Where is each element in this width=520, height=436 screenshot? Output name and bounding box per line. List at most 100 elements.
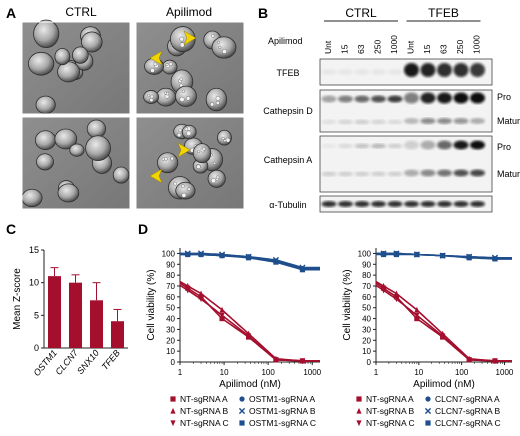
panel-a-title-apilimod: Apilimod [166, 5, 212, 19]
band-tubulin [470, 201, 485, 207]
cell [175, 85, 197, 107]
x-tick-label: 1 [178, 368, 183, 377]
data-point [414, 315, 420, 322]
vacuole [185, 96, 191, 101]
band-tubulin [321, 201, 337, 207]
cell [27, 51, 55, 76]
data-point [380, 282, 387, 289]
band-cathepsin-d-pro [404, 92, 419, 104]
micrograph-tile [21, 19, 131, 115]
arrowhead-vacuole-marker [149, 50, 163, 66]
data-point [466, 255, 472, 261]
legend-label: CLCN7-sgRNA B [435, 406, 501, 416]
vacuole [176, 132, 182, 138]
lane-label: Unt [406, 40, 416, 54]
data-point [273, 357, 279, 363]
vacuole [215, 96, 221, 101]
vacuole [215, 177, 219, 181]
panel-c-label: C [6, 221, 16, 237]
legend-clcn7: NT-sgRNA A CLCN7-sgRNA A NT-sgRNA B CLCN7-s… [356, 394, 501, 428]
cell [34, 130, 57, 151]
vacuole [184, 127, 189, 131]
band-cathepsin-a-pro [354, 143, 370, 149]
vacuole [179, 77, 183, 81]
band-cathepsin-a-pro [453, 140, 469, 150]
vacuole [210, 102, 215, 107]
series-line [375, 284, 512, 362]
vacuole [147, 94, 151, 97]
band-tfeb [387, 69, 403, 75]
y-tick-label: 0 [171, 358, 176, 367]
lane-label: 250 [373, 40, 383, 54]
legend-marker [356, 407, 362, 414]
vacuole [179, 96, 185, 102]
cell [81, 31, 103, 53]
panel-b-label: B [258, 5, 268, 21]
band-cathepsin-d-mature [338, 119, 353, 125]
y-tick-label: 40 [166, 315, 175, 324]
band-tubulin [338, 201, 353, 207]
x-tick-label: 100 [261, 368, 275, 377]
band-cathepsin-d-pro [470, 92, 485, 104]
bar [110, 321, 125, 348]
band-tubulin [437, 201, 452, 207]
x-tick-label: 1 [374, 368, 379, 377]
band-cathepsin-a-mature [354, 171, 370, 177]
x-tick-label: 10 [414, 368, 423, 377]
legend-label: OSTM1-sgRNA B [249, 406, 316, 416]
band-tfeb [404, 63, 419, 77]
data-point [185, 282, 191, 289]
band-label-mature-a: Mature [497, 169, 520, 179]
vacuole [181, 89, 186, 93]
micrograph-tile [21, 116, 131, 210]
cell [35, 95, 56, 115]
data-point [299, 358, 306, 365]
panel-a-title-ctrl: CTRL [65, 5, 97, 19]
band-cathepsin-d-pro [354, 95, 370, 103]
lane-label: 1000 [472, 35, 482, 54]
data-point [492, 256, 498, 262]
lane-label: Unt [323, 40, 333, 54]
legend-label: NT-sgRNA C [366, 418, 415, 428]
band-tfeb [338, 69, 353, 75]
vacuole [217, 41, 220, 44]
y-tick-label: 0 [34, 343, 39, 353]
data-point [185, 251, 191, 258]
vacuole [213, 161, 217, 165]
data-point [198, 296, 204, 303]
band-tfeb [470, 63, 485, 77]
vacuole [178, 128, 182, 133]
cell [33, 19, 60, 49]
cell [211, 36, 237, 59]
band-tubulin [420, 201, 436, 207]
vacuole [210, 178, 217, 184]
legend-label: OSTM1-sgRNA C [249, 418, 316, 428]
arrowhead-vacuole-marker [183, 30, 197, 46]
vacuole [196, 164, 201, 169]
band-cathepsin-a-pro [404, 140, 419, 150]
panel-a-label: A [6, 5, 16, 21]
data-point [393, 251, 400, 258]
band-cathepsin-a-pro [470, 140, 485, 150]
y-tick-label: 30 [166, 325, 175, 334]
y-tick-label: 10 [362, 347, 371, 356]
band-cathepsin-a-pro [437, 140, 452, 150]
blot-label-tubulin: α-Tubulin [269, 200, 306, 210]
band-tubulin [371, 201, 386, 207]
lane-label: 63 [356, 44, 366, 54]
cell [112, 166, 130, 184]
group-label-ctrl: CTRL [345, 6, 377, 20]
x-tick-label: 10 [220, 368, 229, 377]
legend-label: CLCN7-sgRNA A [435, 394, 500, 404]
band-label-pro-d: Pro [497, 92, 511, 102]
band-cathepsin-d-mature [354, 119, 370, 125]
band-tfeb [371, 69, 386, 75]
band-cathepsin-d-pro [371, 95, 386, 103]
blot-label-cathepsin-d: Cathepsin D [263, 106, 313, 116]
legend-label: NT-sgRNA A [366, 394, 414, 404]
x-axis-label: Apilimod (nM) [413, 379, 475, 390]
y-tick-label: 0 [367, 358, 372, 367]
